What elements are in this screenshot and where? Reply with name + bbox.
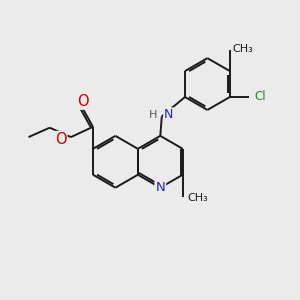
Text: H: H (149, 110, 158, 120)
Text: O: O (77, 94, 88, 109)
Text: N: N (164, 109, 173, 122)
Text: CH₃: CH₃ (233, 44, 254, 54)
Text: CH₃: CH₃ (187, 193, 208, 203)
Text: Cl: Cl (255, 91, 266, 103)
Text: O: O (55, 132, 67, 147)
Text: N: N (155, 181, 165, 194)
